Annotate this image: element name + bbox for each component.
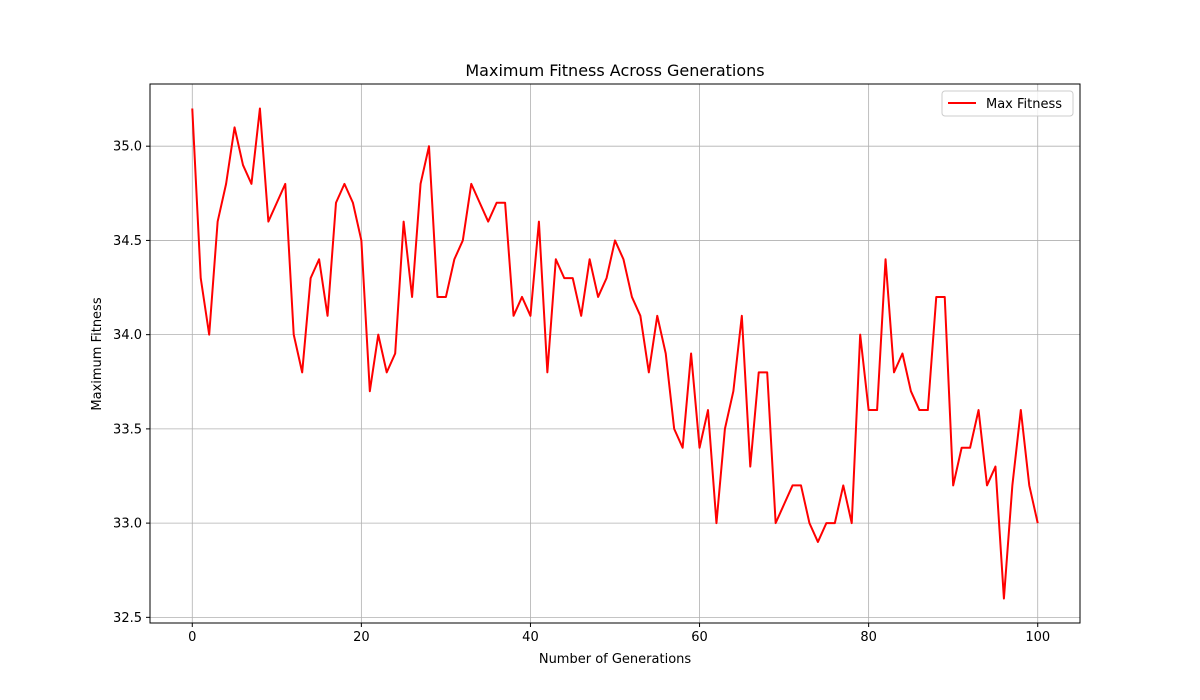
x-tick-label: 100	[1025, 630, 1050, 645]
x-axis-label: Number of Generations	[539, 652, 692, 667]
axis-ticks: 0 20 40 60 80 100 32.5 33.0 33.5 34.0 34.5 35.0	[113, 140, 1050, 645]
x-tick-label: 80	[860, 630, 877, 645]
y-tick-label: 33.0	[113, 517, 142, 532]
chart-title: Maximum Fitness Across Generations	[465, 61, 764, 80]
y-tick-label: 32.5	[113, 611, 142, 626]
x-tick-label: 0	[188, 630, 196, 645]
y-tick-label: 34.5	[113, 234, 142, 249]
y-tick-label: 35.0	[113, 140, 142, 155]
legend: Max Fitness	[941, 90, 1074, 117]
y-tick-label: 33.5	[113, 422, 142, 437]
y-axis-label: Maximum Fitness	[90, 297, 105, 410]
plot-area-frame	[149, 83, 1081, 624]
x-tick-label: 60	[691, 630, 708, 645]
grid	[150, 84, 1080, 623]
legend-box	[941, 90, 1074, 117]
x-tick-label: 20	[353, 630, 370, 645]
series-layer	[191, 107, 1039, 600]
series-line-max-fitness	[191, 107, 1039, 600]
legend-label: Max Fitness	[986, 97, 1062, 112]
x-tick-label: 40	[522, 630, 539, 645]
y-tick-label: 34.0	[113, 328, 142, 343]
